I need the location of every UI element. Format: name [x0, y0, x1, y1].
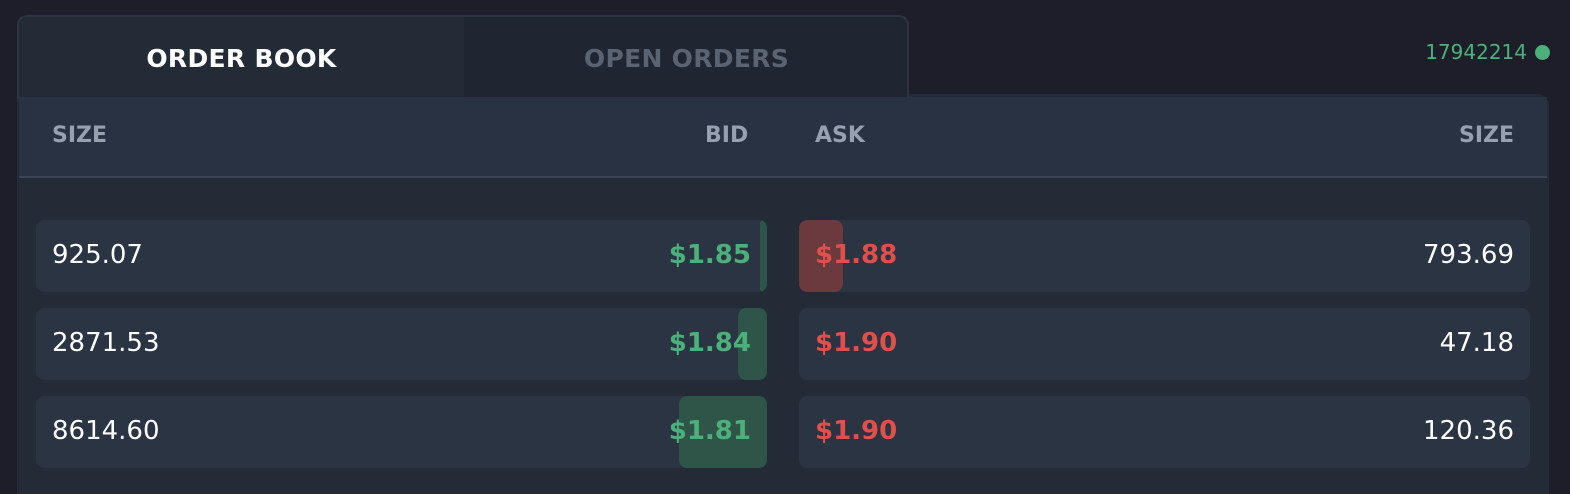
tab-order-book[interactable]: ORDER BOOK	[19, 17, 464, 99]
ask-row[interactable]: $1.88 793.69	[799, 220, 1530, 292]
bid-size: 8614.60	[52, 416, 160, 446]
bid-price: $1.85	[668, 240, 751, 270]
ask-price: $1.90	[815, 328, 898, 358]
ask-size: 47.18	[1439, 328, 1514, 358]
bid-row[interactable]: 8614.60 $1.81	[36, 396, 767, 468]
ask-row[interactable]: $1.90 120.36	[799, 396, 1530, 468]
block-number: 17942214	[1425, 40, 1527, 64]
order-book-header: SIZE BID ASK SIZE	[19, 97, 1547, 178]
bid-price: $1.81	[668, 416, 751, 446]
block-status: 17942214	[1425, 40, 1550, 64]
tab-bar: ORDER BOOK OPEN ORDERS	[17, 15, 909, 99]
bid-row[interactable]: 925.07 $1.85	[36, 220, 767, 292]
ask-row[interactable]: $1.90 47.18	[799, 308, 1530, 380]
bid-size: 925.07	[52, 240, 143, 270]
bid-price: $1.84	[668, 328, 751, 358]
bid-depth-bar	[679, 396, 767, 468]
bid-size: 2871.53	[52, 328, 160, 358]
ask-depth-bar	[799, 220, 843, 292]
header-ask: ASK	[815, 123, 865, 148]
bid-depth-bar	[737, 308, 767, 380]
header-bid: BID	[705, 123, 749, 148]
header-bid-size: SIZE	[52, 123, 108, 148]
ask-size: 120.36	[1423, 416, 1514, 446]
bid-depth-bar	[760, 220, 767, 292]
ask-price: $1.90	[815, 416, 898, 446]
header-ask-size: SIZE	[1458, 123, 1514, 148]
ask-size: 793.69	[1423, 240, 1514, 270]
bid-row[interactable]: 2871.53 $1.84	[36, 308, 767, 380]
ask-price: $1.88	[815, 240, 898, 270]
tab-open-orders[interactable]: OPEN ORDERS	[464, 17, 907, 99]
status-dot-icon	[1535, 44, 1550, 60]
